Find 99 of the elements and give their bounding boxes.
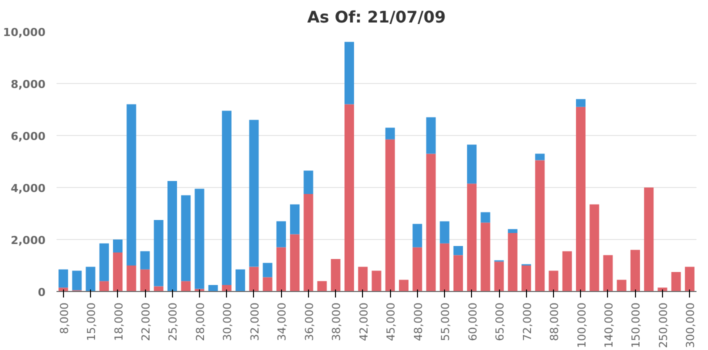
bar [385,139,395,292]
bar [535,154,545,160]
bar [426,117,436,154]
y-tick-label: 6,000 [10,130,46,143]
y-tick-label: 10,000 [3,26,46,39]
y-tick-label: 8,000 [10,78,46,91]
bar [167,181,178,292]
bar [222,110,232,285]
bar [590,204,600,292]
bar [290,234,300,292]
bar [304,194,314,292]
x-tick-label: 34,000 [276,302,289,341]
bar [58,269,68,288]
x-tick-label: 18,000 [112,302,126,341]
bar [276,247,286,292]
bar [140,269,150,292]
x-tick-label: 30,000 [221,302,234,341]
bar [276,221,286,248]
bar [467,144,477,184]
bar [535,160,545,292]
x-tick-label: 60,000 [466,302,480,341]
bar [412,247,422,292]
bar [194,188,204,289]
bar [262,262,272,278]
x-tick-label: 55,000 [439,302,452,341]
bar [372,270,382,292]
x-tick-label: 100,000 [575,302,588,348]
x-tick-label: 65,000 [494,302,507,341]
bar [290,204,300,234]
x-tick-label: 88,000 [548,302,562,341]
bar [126,266,136,292]
x-tick-label: 36,000 [302,302,316,341]
bar [358,266,368,292]
bar [440,221,450,244]
bar [480,212,490,223]
bar [385,128,395,140]
bar [330,259,340,292]
bar [548,270,558,292]
x-tick-label: 42,000 [357,302,370,341]
bar [562,251,572,292]
x-tick-label: 300,000 [684,302,698,348]
bar [576,106,586,292]
bar [344,42,354,104]
bar [467,184,477,292]
x-tick-label: 8,000 [58,302,71,334]
x-tick-label: 22,000 [140,302,153,341]
bar [344,104,354,292]
bar [113,252,123,292]
bar [304,170,314,194]
bar [630,250,640,292]
x-tick-label: 72,000 [520,302,534,341]
y-tick-label: 2,000 [10,234,46,247]
chart-title: As Of: 21/07/09 [307,8,446,26]
bar [181,195,191,282]
bar [576,99,586,107]
x-tick-label: 28,000 [194,302,207,341]
bar [494,262,504,292]
x-tick-label: 25,000 [166,302,180,341]
x-tick-label: 32,000 [248,302,262,341]
bar [644,188,654,292]
y-tick-label: 4,000 [10,182,46,195]
bar [126,104,136,266]
bar [208,285,218,292]
x-tick-label: 250,000 [656,302,670,348]
bar [249,120,259,267]
bar [453,255,463,292]
bar [249,266,259,292]
bar [671,272,681,292]
bar [222,285,232,292]
x-tick-label: 38,000 [330,302,344,341]
x-tick-label: 140,000 [602,302,616,348]
bar [616,280,626,292]
bar [181,281,191,292]
bar [684,266,694,292]
bar [522,266,532,292]
bar [140,251,150,270]
bar [508,233,518,292]
bar [426,154,436,292]
bar [398,280,408,292]
bar [440,243,450,292]
bar [86,266,96,292]
bar [154,220,164,286]
x-tick-label: 15,000 [85,302,98,341]
bar [99,281,109,292]
x-tick-label: 150,000 [630,302,643,348]
bar [113,240,123,252]
bar [317,281,327,292]
bar [453,246,463,256]
bar [262,277,272,292]
bar [99,243,109,282]
x-tick-label: 45,000 [384,302,398,341]
bar [412,224,422,248]
x-tick-label: 48,000 [412,302,425,341]
bar [480,222,490,292]
bar [236,269,246,292]
bar [603,255,613,292]
y-tick-label: 0 [38,286,46,299]
bar [72,270,82,290]
bar [508,229,518,233]
